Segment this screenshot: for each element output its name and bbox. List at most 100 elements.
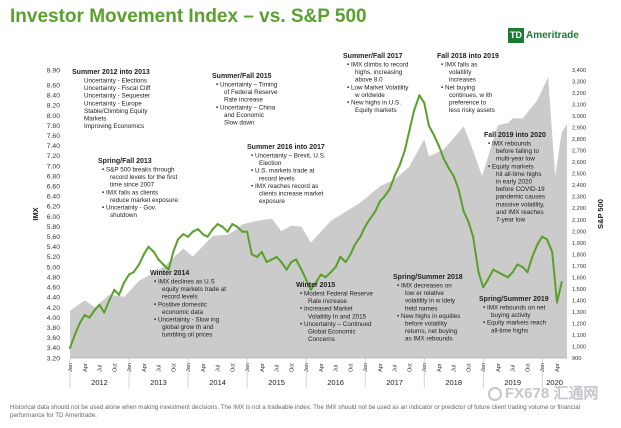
imx-point <box>73 334 76 337</box>
imx-point <box>117 293 121 296</box>
y2-tick-label: 1,100 <box>572 333 586 339</box>
imx-point <box>511 271 514 274</box>
imx-point <box>339 255 342 258</box>
x-year-label: 2019 <box>504 378 521 387</box>
annotation-line: less risky assets <box>449 107 495 114</box>
imx-point <box>541 235 544 238</box>
y-axis-title: IMX <box>31 207 40 220</box>
annotation-line: • IMX rebounds <box>488 141 531 148</box>
y2-tick-label: 1,200 <box>572 321 586 327</box>
x-month-tick: Jan <box>540 363 546 372</box>
imx-point <box>108 298 111 301</box>
imx-point <box>83 314 86 317</box>
y2-tick-label: 2,900 <box>572 126 586 132</box>
annotation-line: of Federal Reserve <box>224 89 278 96</box>
brand-name: Ameritrade <box>526 30 579 42</box>
annotation-line: all-time highs <box>491 327 528 334</box>
y-tick-label: 7.40 <box>47 143 60 150</box>
imx-point <box>132 271 135 274</box>
imx-point <box>157 258 160 261</box>
imx-point <box>383 195 386 198</box>
x-month-tick: Apr <box>437 363 443 372</box>
imx-point <box>88 316 91 319</box>
annotation-title: Summer/Fall 2015 <box>212 73 272 80</box>
imx-point <box>142 253 145 256</box>
x-month-tick: Oct <box>230 363 236 372</box>
imx-point <box>496 271 499 274</box>
imx-point <box>516 263 519 266</box>
annotation-line: • Net buying <box>441 84 476 91</box>
annotation-line: • IMX falls as clients <box>102 189 158 196</box>
y-tick-label: 4.60 <box>47 285 60 292</box>
imx-point <box>555 301 559 304</box>
imx-point <box>235 225 239 228</box>
imx-point <box>250 253 253 256</box>
y2-tick-label: 1,800 <box>572 252 586 258</box>
annotation-title: Fall 2018 into 2019 <box>437 53 499 60</box>
annotation-line: Stable/Climbing Equity <box>84 108 148 115</box>
annotation-line: • Uncertainty - Gov. <box>102 205 156 212</box>
annotation-line: • Uncertainty – Brexit, U.S. <box>251 153 326 160</box>
y2-tick-label: 2,700 <box>572 149 586 155</box>
annotation-line: above 8.0 <box>355 77 383 84</box>
y-tick-label: 5.40 <box>47 244 60 251</box>
annotation-line: • IMX rebounds on net <box>483 305 546 312</box>
annotation-line: Uncertainty - Elections <box>84 78 147 85</box>
annotation-line: pandemic causes <box>496 194 545 201</box>
imx-point <box>442 157 445 160</box>
y-tick-label: 6.00 <box>47 214 60 221</box>
annotation-line: as IMX rebounds <box>405 336 453 343</box>
x-year-label: 2015 <box>268 378 285 387</box>
imx-point <box>324 276 327 279</box>
imx-point <box>408 129 411 132</box>
x-month-tick: Jul <box>393 365 399 372</box>
x-month-tick: Jul <box>275 365 281 372</box>
imx-point <box>201 233 204 236</box>
annotation-line: Markets <box>84 116 106 123</box>
annotation-line: Equity markets <box>355 107 397 114</box>
annotation-title: Summer 2012 into 2013 <box>72 69 150 76</box>
imx-point <box>506 276 510 279</box>
imx-point <box>127 273 131 276</box>
imx-point <box>295 258 298 261</box>
y2-tick-label: 1,600 <box>572 275 586 281</box>
imx-point <box>388 187 391 190</box>
y2-tick-label: 3,400 <box>572 68 586 74</box>
annotation-line: Uncertainty - Sequester <box>84 93 150 100</box>
imx-point <box>501 273 504 276</box>
y-tick-label: 8.00 <box>47 113 60 120</box>
imx-point <box>319 273 322 276</box>
imx-point <box>216 223 219 226</box>
imx-point <box>147 245 150 248</box>
annotation-line: before COVID-19 <box>496 186 545 193</box>
imx-point <box>486 278 489 281</box>
x-month-tick: Apr <box>496 363 502 372</box>
annotation-line: • Modest Federal Reserve <box>300 291 373 298</box>
x-month-tick: Oct <box>526 363 532 372</box>
annotation-line: buying activity <box>491 312 531 319</box>
imx-point <box>305 278 308 281</box>
x-month-tick: Jan <box>127 363 133 372</box>
annotation-line: • IMX climbs to record <box>347 62 409 69</box>
x-month-tick: Apr <box>319 363 325 372</box>
x-year-label: 2017 <box>386 378 403 387</box>
imx-point <box>560 281 563 284</box>
x-month-tick: Oct <box>171 363 177 372</box>
y-tick-label: 6.20 <box>47 204 60 211</box>
annotation-title: Spring/Fall 2013 <box>98 158 152 165</box>
imx-point <box>364 225 367 228</box>
brand-logo: TD Ameritrade <box>508 27 579 44</box>
y-tick-label: 5.60 <box>47 234 60 241</box>
y2-tick-label: 2,500 <box>572 172 586 178</box>
annotation-line: highs, increasing <box>355 69 403 76</box>
imx-point <box>68 346 72 349</box>
annotation-line: increases <box>449 77 476 84</box>
annotation-line: massive volatility, <box>496 201 545 208</box>
y-tick-label: 4.40 <box>47 295 60 302</box>
imx-point <box>354 243 357 246</box>
y2-tick-label: 1,900 <box>572 241 586 247</box>
x-month-tick: Jan <box>186 363 192 372</box>
annotation-line: Global Economic <box>308 329 356 336</box>
x-month-tick: Oct <box>348 363 354 372</box>
annotation-line: time since 2007 <box>110 182 155 189</box>
